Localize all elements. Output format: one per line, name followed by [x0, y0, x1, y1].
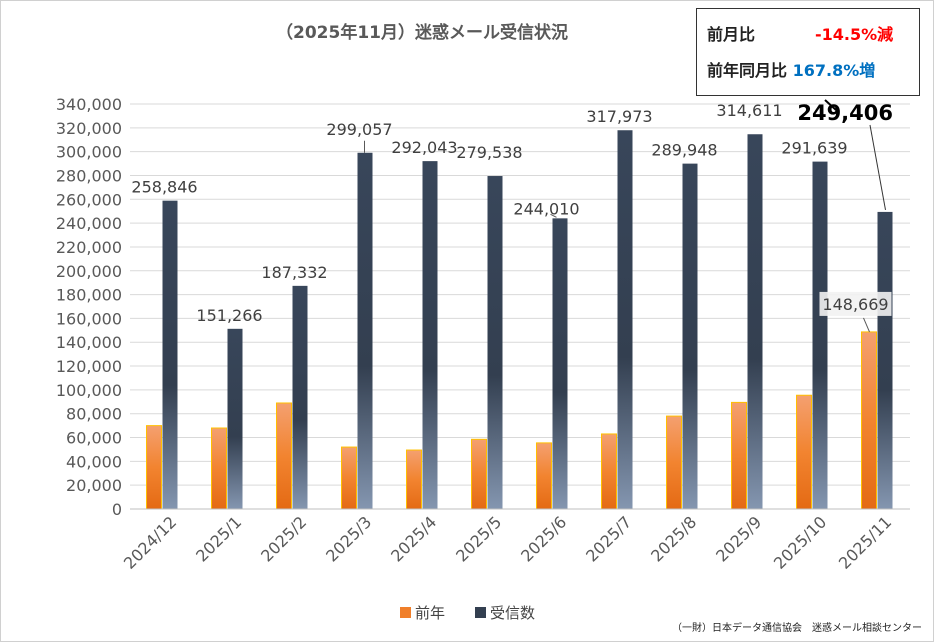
y-tick-label: 340,000 [56, 95, 122, 114]
x-tick-label: 2025/3 [322, 512, 375, 565]
data-label-received: 291,639 [781, 139, 847, 158]
y-tick-label: 140,000 [56, 333, 122, 352]
y-tick-label: 0 [112, 500, 122, 519]
bar-prev-year [536, 442, 552, 510]
legend-item-prev-year: 前年 [400, 602, 445, 623]
y-tick-label: 180,000 [56, 286, 122, 305]
bar-received [682, 163, 698, 509]
data-label-received: 289,948 [651, 141, 717, 160]
y-tick-label: 60,000 [66, 429, 122, 448]
y-tick-label: 120,000 [56, 357, 122, 376]
y-tick-label: 160,000 [56, 309, 122, 328]
y-tick-label: 260,000 [56, 190, 122, 209]
leader-line [869, 124, 886, 211]
bar-prev-year [861, 331, 877, 510]
bar-received [292, 285, 308, 509]
leader-line [863, 317, 870, 333]
data-label-prev-year: 148,669 [822, 295, 888, 314]
bar-prev-year [666, 415, 682, 510]
x-tick-label: 2025/7 [582, 512, 635, 565]
bar-prev-year [731, 401, 747, 510]
y-tick-label: 100,000 [56, 381, 122, 400]
bar-received [162, 200, 178, 509]
leader-line [824, 99, 837, 111]
x-tick-label: 2025/1 [192, 512, 245, 565]
x-tick-label: 2025/6 [517, 512, 570, 565]
bar-received [877, 211, 893, 509]
data-label-received: 299,057 [326, 120, 392, 139]
legend: 前年 受信数 [400, 602, 535, 623]
y-tick-label: 200,000 [56, 262, 122, 281]
data-label-received: 244,010 [513, 199, 579, 218]
data-label-received: 317,973 [586, 107, 652, 126]
bar-prev-year [146, 425, 162, 510]
x-tick-label: 2025/8 [647, 512, 700, 565]
y-tick-label: 320,000 [56, 119, 122, 138]
bar-received [422, 161, 438, 509]
mom-label: 前月比 [707, 25, 756, 44]
mom-value: -14.5%減 [815, 25, 894, 44]
y-tick-label: 40,000 [66, 452, 122, 471]
legend-item-received: 受信数 [475, 602, 535, 623]
bar-received [617, 130, 633, 509]
y-tick-label: 220,000 [56, 238, 122, 257]
y-tick-label: 20,000 [66, 476, 122, 495]
data-label-received: 249,406 [797, 101, 893, 125]
bar-prev-year [601, 433, 617, 510]
bar-prev-year [471, 438, 487, 510]
x-tick-label: 2025/11 [835, 512, 895, 572]
bar-received [552, 218, 568, 509]
bar-prev-year [796, 394, 812, 510]
x-tick-label: 2025/10 [770, 512, 830, 572]
bar-prev-year [211, 427, 227, 510]
bar-received [812, 161, 828, 509]
bar-prev-year [276, 402, 292, 510]
y-tick-label: 280,000 [56, 166, 122, 185]
x-tick-label: 2025/5 [452, 512, 505, 565]
x-tick-label: 2025/9 [712, 512, 765, 565]
yoy-value: 167.8%増 [792, 61, 876, 80]
stats-box: 前月比 -14.5%減 前年同月比 167.8%増 [696, 8, 920, 96]
y-tick-label: 240,000 [56, 214, 122, 233]
data-label-received: 258,846 [131, 178, 197, 197]
x-tick-label: 2025/2 [257, 512, 310, 565]
y-tick-label: 80,000 [66, 405, 122, 424]
data-label-received: 314,611 [716, 101, 782, 120]
data-label-bg [819, 291, 892, 316]
bar-received [487, 176, 503, 509]
y-tick-label: 300,000 [56, 143, 122, 162]
data-label-received: 187,332 [261, 263, 327, 282]
bar-received [227, 328, 243, 509]
chart-title: （2025年11月）迷惑メール受信状況 [276, 23, 568, 43]
bar-prev-year [341, 446, 357, 510]
bar-received [747, 134, 763, 509]
source-credit: （一財）日本データ通信協会 迷惑メール相談センター [672, 623, 922, 634]
data-label-received: 292,043 [391, 138, 457, 157]
leader-line [550, 213, 557, 218]
bar-prev-year [406, 449, 422, 510]
x-tick-label: 2024/12 [120, 512, 180, 572]
data-label-received: 151,266 [196, 306, 262, 325]
bar-received [357, 152, 373, 510]
yoy-label: 前年同月比 [707, 61, 788, 80]
data-label-received: 279,538 [456, 143, 522, 162]
x-tick-label: 2025/4 [387, 512, 440, 565]
